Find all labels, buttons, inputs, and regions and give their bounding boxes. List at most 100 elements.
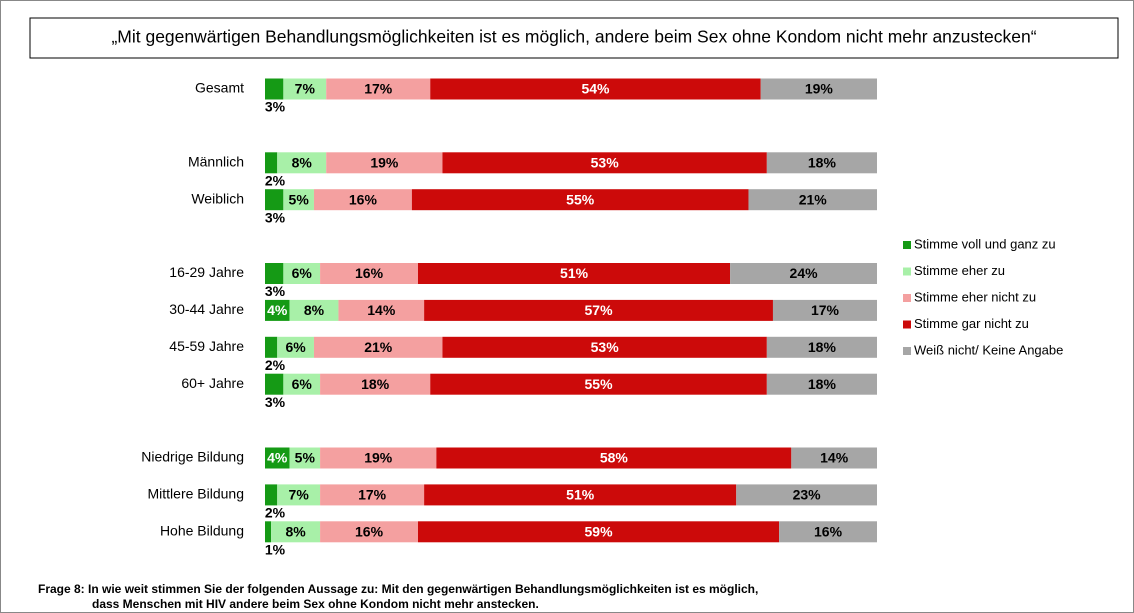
bar-segment bbox=[277, 336, 314, 358]
title-box bbox=[29, 17, 1119, 59]
category-label: 30-44 Jahre bbox=[169, 301, 244, 317]
value-label: 2% bbox=[265, 357, 286, 373]
bar-segment bbox=[271, 521, 321, 543]
bar-segment bbox=[277, 484, 321, 506]
value-label: 55% bbox=[585, 376, 614, 392]
bar-segment bbox=[289, 299, 339, 321]
bar-segment bbox=[430, 78, 761, 100]
bar-segment bbox=[265, 336, 278, 358]
bar-segment bbox=[313, 189, 412, 211]
bar-segment bbox=[730, 263, 877, 284]
legend-swatch bbox=[903, 347, 911, 355]
value-label: 19% bbox=[370, 155, 399, 171]
bar-segment bbox=[265, 189, 284, 211]
value-label: 18% bbox=[361, 376, 390, 392]
value-label: 17% bbox=[364, 81, 393, 97]
value-label: 7% bbox=[295, 81, 316, 97]
category-label: Weiblich bbox=[191, 190, 244, 206]
value-label: 3% bbox=[265, 209, 286, 225]
value-label: 51% bbox=[566, 487, 595, 503]
bar-segment bbox=[766, 152, 877, 174]
value-label: 4% bbox=[267, 302, 288, 318]
value-label: 8% bbox=[292, 155, 313, 171]
bar-segment bbox=[265, 78, 284, 100]
bar-segment bbox=[265, 484, 278, 506]
value-label: 16% bbox=[349, 191, 378, 207]
value-label: 19% bbox=[364, 450, 393, 466]
footnote: Frage 8: In wie weit stimmen Sie der fol… bbox=[38, 582, 758, 596]
bar-segment bbox=[736, 484, 877, 506]
bar-segment bbox=[283, 263, 321, 284]
value-label: 23% bbox=[793, 487, 822, 503]
bar-segment bbox=[766, 336, 877, 358]
bar-segment bbox=[779, 521, 877, 543]
bar-segment bbox=[283, 78, 327, 100]
bar-segment bbox=[772, 299, 877, 321]
value-label: 5% bbox=[289, 191, 310, 207]
bar-segment bbox=[436, 447, 792, 469]
category-label: 60+ Jahre bbox=[181, 375, 244, 391]
bar-segment bbox=[424, 484, 737, 506]
legend-swatch bbox=[903, 294, 911, 302]
value-label: 18% bbox=[808, 376, 837, 392]
value-label: 2% bbox=[265, 173, 286, 189]
value-label: 2% bbox=[265, 505, 286, 521]
value-label: 17% bbox=[358, 487, 387, 503]
legend-swatch bbox=[903, 267, 911, 276]
value-label: 16% bbox=[814, 524, 843, 540]
value-label: 16% bbox=[355, 524, 384, 540]
bar-segment bbox=[283, 373, 321, 395]
bar-segment bbox=[283, 189, 314, 211]
bar-segment bbox=[289, 447, 321, 469]
value-label: 6% bbox=[292, 376, 313, 392]
footnote: dass Menschen mit HIV andere beim Sex oh… bbox=[92, 597, 539, 611]
bar-segment bbox=[748, 189, 877, 211]
value-label: 5% bbox=[295, 450, 316, 466]
value-label: 14% bbox=[367, 302, 396, 318]
legend-swatch bbox=[903, 241, 911, 249]
category-label: Niedrige Bildung bbox=[141, 449, 244, 465]
bar-segment bbox=[277, 152, 327, 174]
bar-segment bbox=[265, 521, 272, 543]
bar-segment bbox=[313, 336, 443, 358]
value-label: 51% bbox=[560, 265, 589, 281]
legend-label: Stimme voll und ganz zu bbox=[914, 236, 1056, 251]
value-label: 8% bbox=[304, 302, 325, 318]
bar-segment bbox=[442, 336, 767, 358]
bar-segment bbox=[265, 263, 284, 284]
bar-segment bbox=[265, 299, 290, 321]
value-label: 17% bbox=[811, 302, 840, 318]
bar-segment bbox=[418, 263, 731, 284]
chart-title: „Mit gegenwärtigen Behandlungsmöglichkei… bbox=[111, 27, 1036, 47]
value-label: 55% bbox=[566, 191, 595, 207]
bar-segment bbox=[760, 78, 877, 100]
value-label: 16% bbox=[355, 265, 384, 281]
value-label: 4% bbox=[267, 450, 288, 466]
bar-segment bbox=[265, 447, 290, 469]
legend-label: Stimme eher nicht zu bbox=[914, 289, 1036, 304]
value-label: 6% bbox=[285, 339, 306, 355]
category-label: Gesamt bbox=[195, 80, 244, 96]
legend-swatch bbox=[903, 320, 911, 329]
bar-segment bbox=[430, 373, 767, 395]
bar-segment bbox=[411, 189, 749, 211]
value-label: 59% bbox=[585, 524, 614, 540]
bar-segment bbox=[418, 521, 780, 543]
value-label: 7% bbox=[289, 487, 310, 503]
category-label: Mittlere Bildung bbox=[148, 486, 245, 502]
bar-segment bbox=[326, 78, 431, 100]
legend-label: Weiß nicht/ Keine Angabe bbox=[914, 342, 1063, 357]
bar-segment bbox=[265, 152, 278, 174]
value-label: 3% bbox=[265, 394, 286, 410]
value-label: 21% bbox=[364, 339, 393, 355]
value-label: 19% bbox=[805, 81, 834, 97]
bar-segment bbox=[265, 373, 284, 395]
value-label: 53% bbox=[591, 155, 620, 171]
value-label: 53% bbox=[591, 339, 620, 355]
bar-segment bbox=[320, 447, 437, 469]
value-label: 3% bbox=[265, 99, 286, 115]
bar-segment bbox=[320, 263, 418, 284]
value-label: 8% bbox=[285, 524, 306, 540]
bar-segment bbox=[442, 152, 767, 174]
